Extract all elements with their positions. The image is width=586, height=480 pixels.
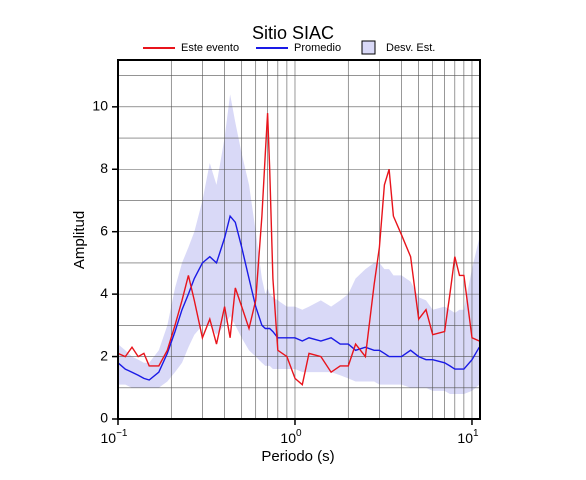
y-axis-label: Amplitud — [71, 211, 88, 269]
legend-swatch — [361, 40, 376, 55]
series-line — [117, 113, 480, 387]
y-tick-label: 8 — [100, 160, 108, 176]
y-tick-label: 6 — [100, 222, 108, 238]
y-tick-label: 4 — [100, 285, 108, 301]
legend-label: Desv. Est. — [386, 42, 435, 54]
y-tick-label: 0 — [100, 410, 108, 426]
x-tick-label: 10−1 — [101, 428, 128, 446]
y-tick-label: 10 — [92, 98, 108, 114]
std-band — [118, 94, 480, 395]
x-tick-exponent: 0 — [296, 428, 302, 439]
x-tick-base: 10 — [101, 430, 117, 446]
legend-label: Promedio — [294, 42, 341, 54]
x-tick-base: 10 — [280, 430, 296, 446]
y-tick-label: 2 — [100, 347, 108, 363]
x-axis-label: Periodo (s) — [261, 448, 334, 465]
x-tick-label: 101 — [457, 428, 479, 446]
x-tick-label: 100 — [280, 428, 302, 446]
legend-label: Este evento — [181, 42, 239, 54]
chart-title: Sitio SIAC — [252, 23, 334, 43]
series-line — [117, 214, 480, 381]
x-tick-exponent: 1 — [473, 428, 479, 439]
x-tick-exponent: −1 — [116, 428, 128, 439]
plot-frame — [117, 59, 481, 420]
x-tick-base: 10 — [457, 430, 473, 446]
